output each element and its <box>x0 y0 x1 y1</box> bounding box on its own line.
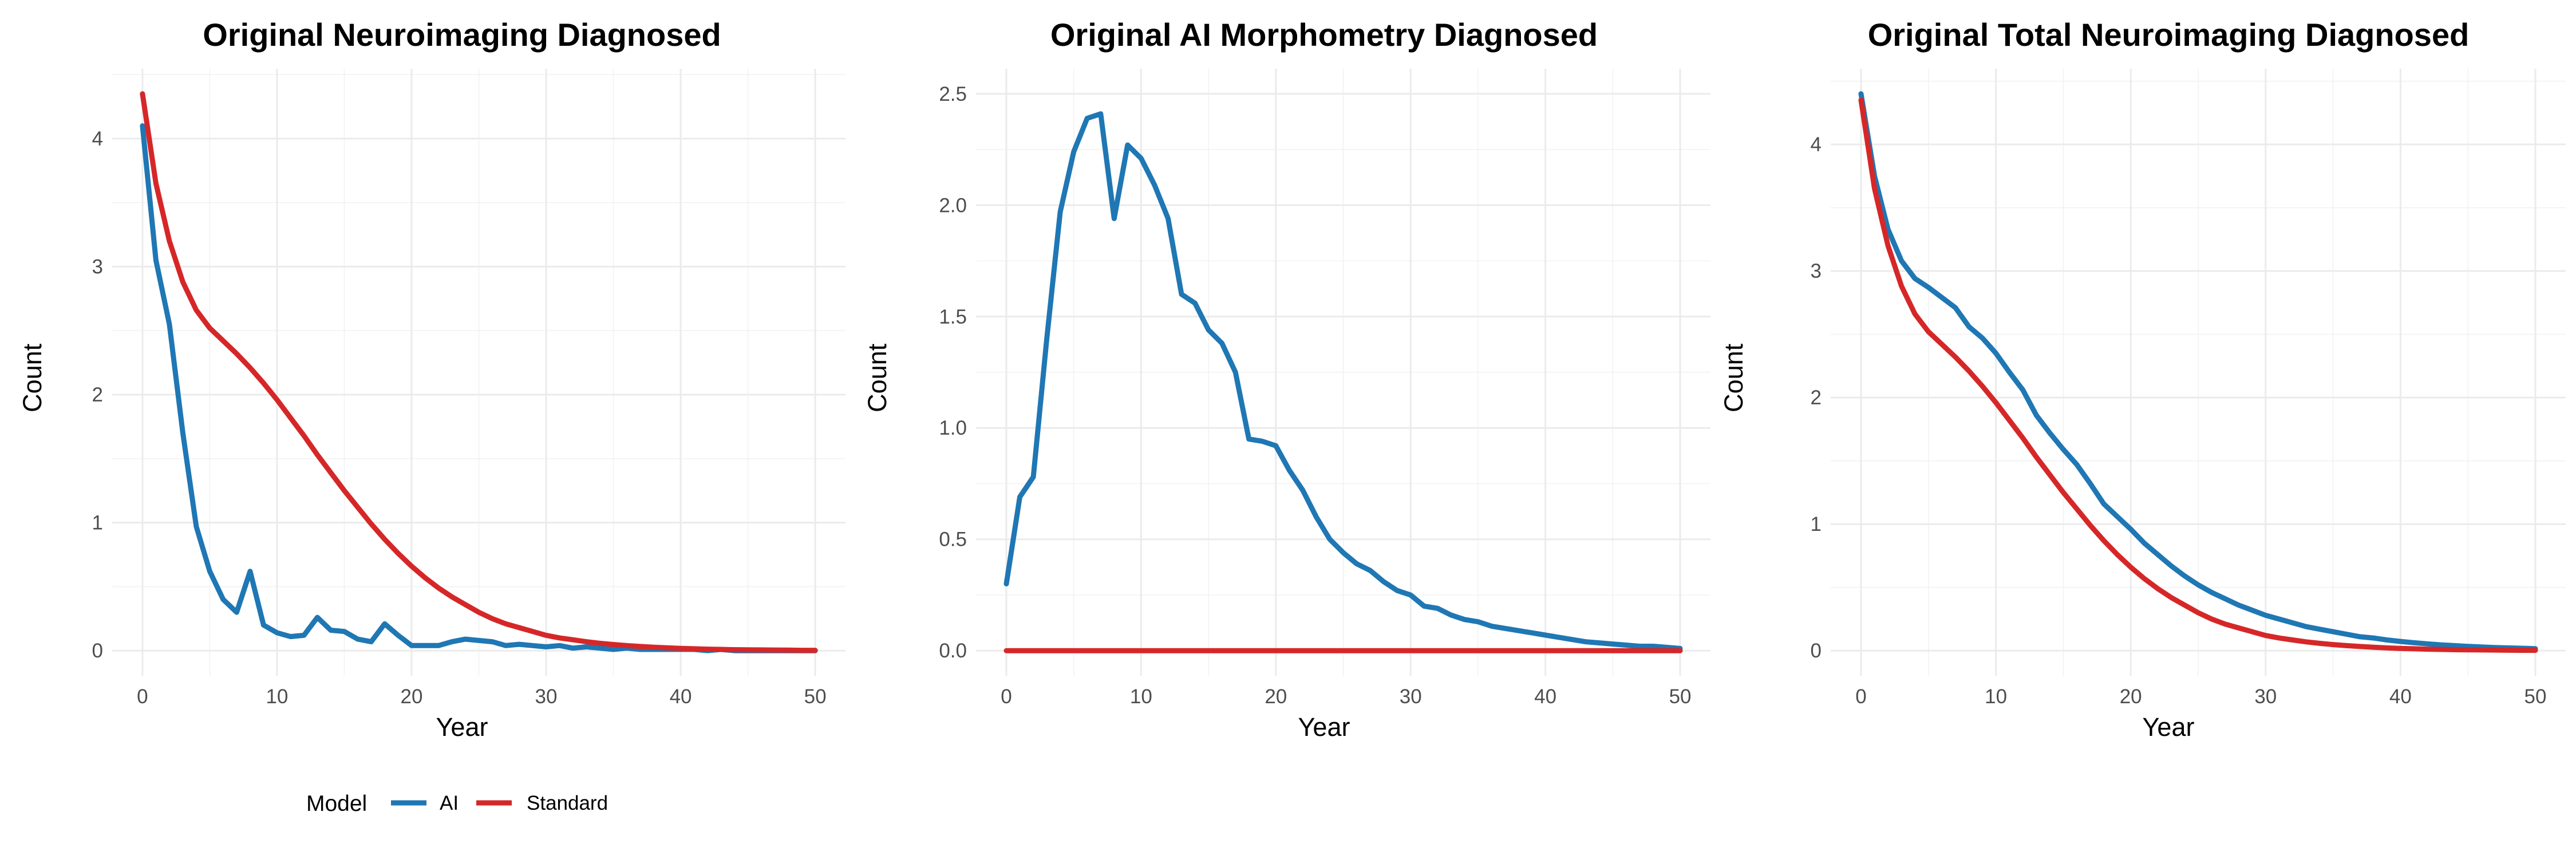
y-tick-label: 2 <box>1811 387 1822 409</box>
y-tick-label: 2.0 <box>939 194 967 216</box>
x-tick-label: 10 <box>1130 685 1152 708</box>
panel-title: Original Total Neuroimaging Diagnosed <box>1868 17 2470 53</box>
x-axis-title: Year <box>436 712 488 742</box>
grid <box>976 69 1710 676</box>
panel-title: Original Neuroimaging Diagnosed <box>203 17 721 53</box>
y-tick-label: 3 <box>92 256 103 278</box>
y-tick-label: 1.0 <box>939 417 967 439</box>
grid <box>112 69 846 676</box>
grid <box>1831 69 2566 676</box>
panel-original-total-neuroimaging: Original Total Neuroimaging Diagnosed Ye… <box>1719 17 2566 742</box>
x-tick-label: 20 <box>2120 685 2142 708</box>
y-tick-label: 3 <box>1811 260 1822 282</box>
legend: Model AI Standard <box>306 791 608 816</box>
x-tick-label: 50 <box>804 685 827 708</box>
y-tick-label: 2.5 <box>939 83 967 105</box>
x-tick-label: 40 <box>670 685 692 708</box>
y-tick-label: 0.5 <box>939 529 967 551</box>
panel-original-neuroimaging: Original Neuroimaging Diagnosed Year Cou… <box>18 17 846 742</box>
x-tick-label: 10 <box>266 685 288 708</box>
legend-title: Model <box>306 791 367 816</box>
panel-title: Original AI Morphometry Diagnosed <box>1050 17 1598 53</box>
y-axis-title: Count <box>1719 343 1748 412</box>
x-axis-title: Year <box>1298 712 1350 742</box>
y-tick-label: 0.0 <box>939 640 967 662</box>
y-axis-title: Count <box>863 343 892 412</box>
x-tick-label: 10 <box>1985 685 2007 708</box>
y-tick-label: 2 <box>92 384 103 406</box>
x-tick-label: 0 <box>1001 685 1012 708</box>
x-tick-label: 0 <box>1855 685 1866 708</box>
series-line-standard <box>1858 97 2538 653</box>
x-tick-label: 30 <box>535 685 558 708</box>
x-tick-label: 40 <box>2389 685 2412 708</box>
x-tick-label: 30 <box>1400 685 1422 708</box>
series-line-ai <box>1858 91 2538 652</box>
x-tick-label: 50 <box>1669 685 1692 708</box>
y-tick-label: 1.5 <box>939 306 967 328</box>
y-tick-label: 1 <box>1811 513 1822 535</box>
y-axis-title: Count <box>18 343 47 412</box>
y-tick-label: 4 <box>1811 133 1822 156</box>
legend-label-standard: Standard <box>527 792 608 814</box>
x-tick-label: 50 <box>2524 685 2547 708</box>
x-tick-label: 0 <box>137 685 148 708</box>
legend-label-ai: AI <box>440 792 459 814</box>
x-tick-label: 40 <box>1534 685 1556 708</box>
x-tick-label: 30 <box>2254 685 2277 708</box>
series-line-standard <box>140 91 818 653</box>
y-tick-label: 0 <box>1811 640 1822 662</box>
panel-original-ai-morphometry: Original AI Morphometry Diagnosed Year C… <box>863 17 1710 742</box>
x-tick-label: 20 <box>1265 685 1287 708</box>
x-axis-title: Year <box>2143 712 2195 742</box>
x-tick-label: 20 <box>401 685 423 708</box>
y-tick-label: 0 <box>92 640 103 662</box>
y-tick-label: 1 <box>92 512 103 534</box>
series-line-ai <box>1003 111 1683 651</box>
y-tick-label: 4 <box>92 128 103 150</box>
